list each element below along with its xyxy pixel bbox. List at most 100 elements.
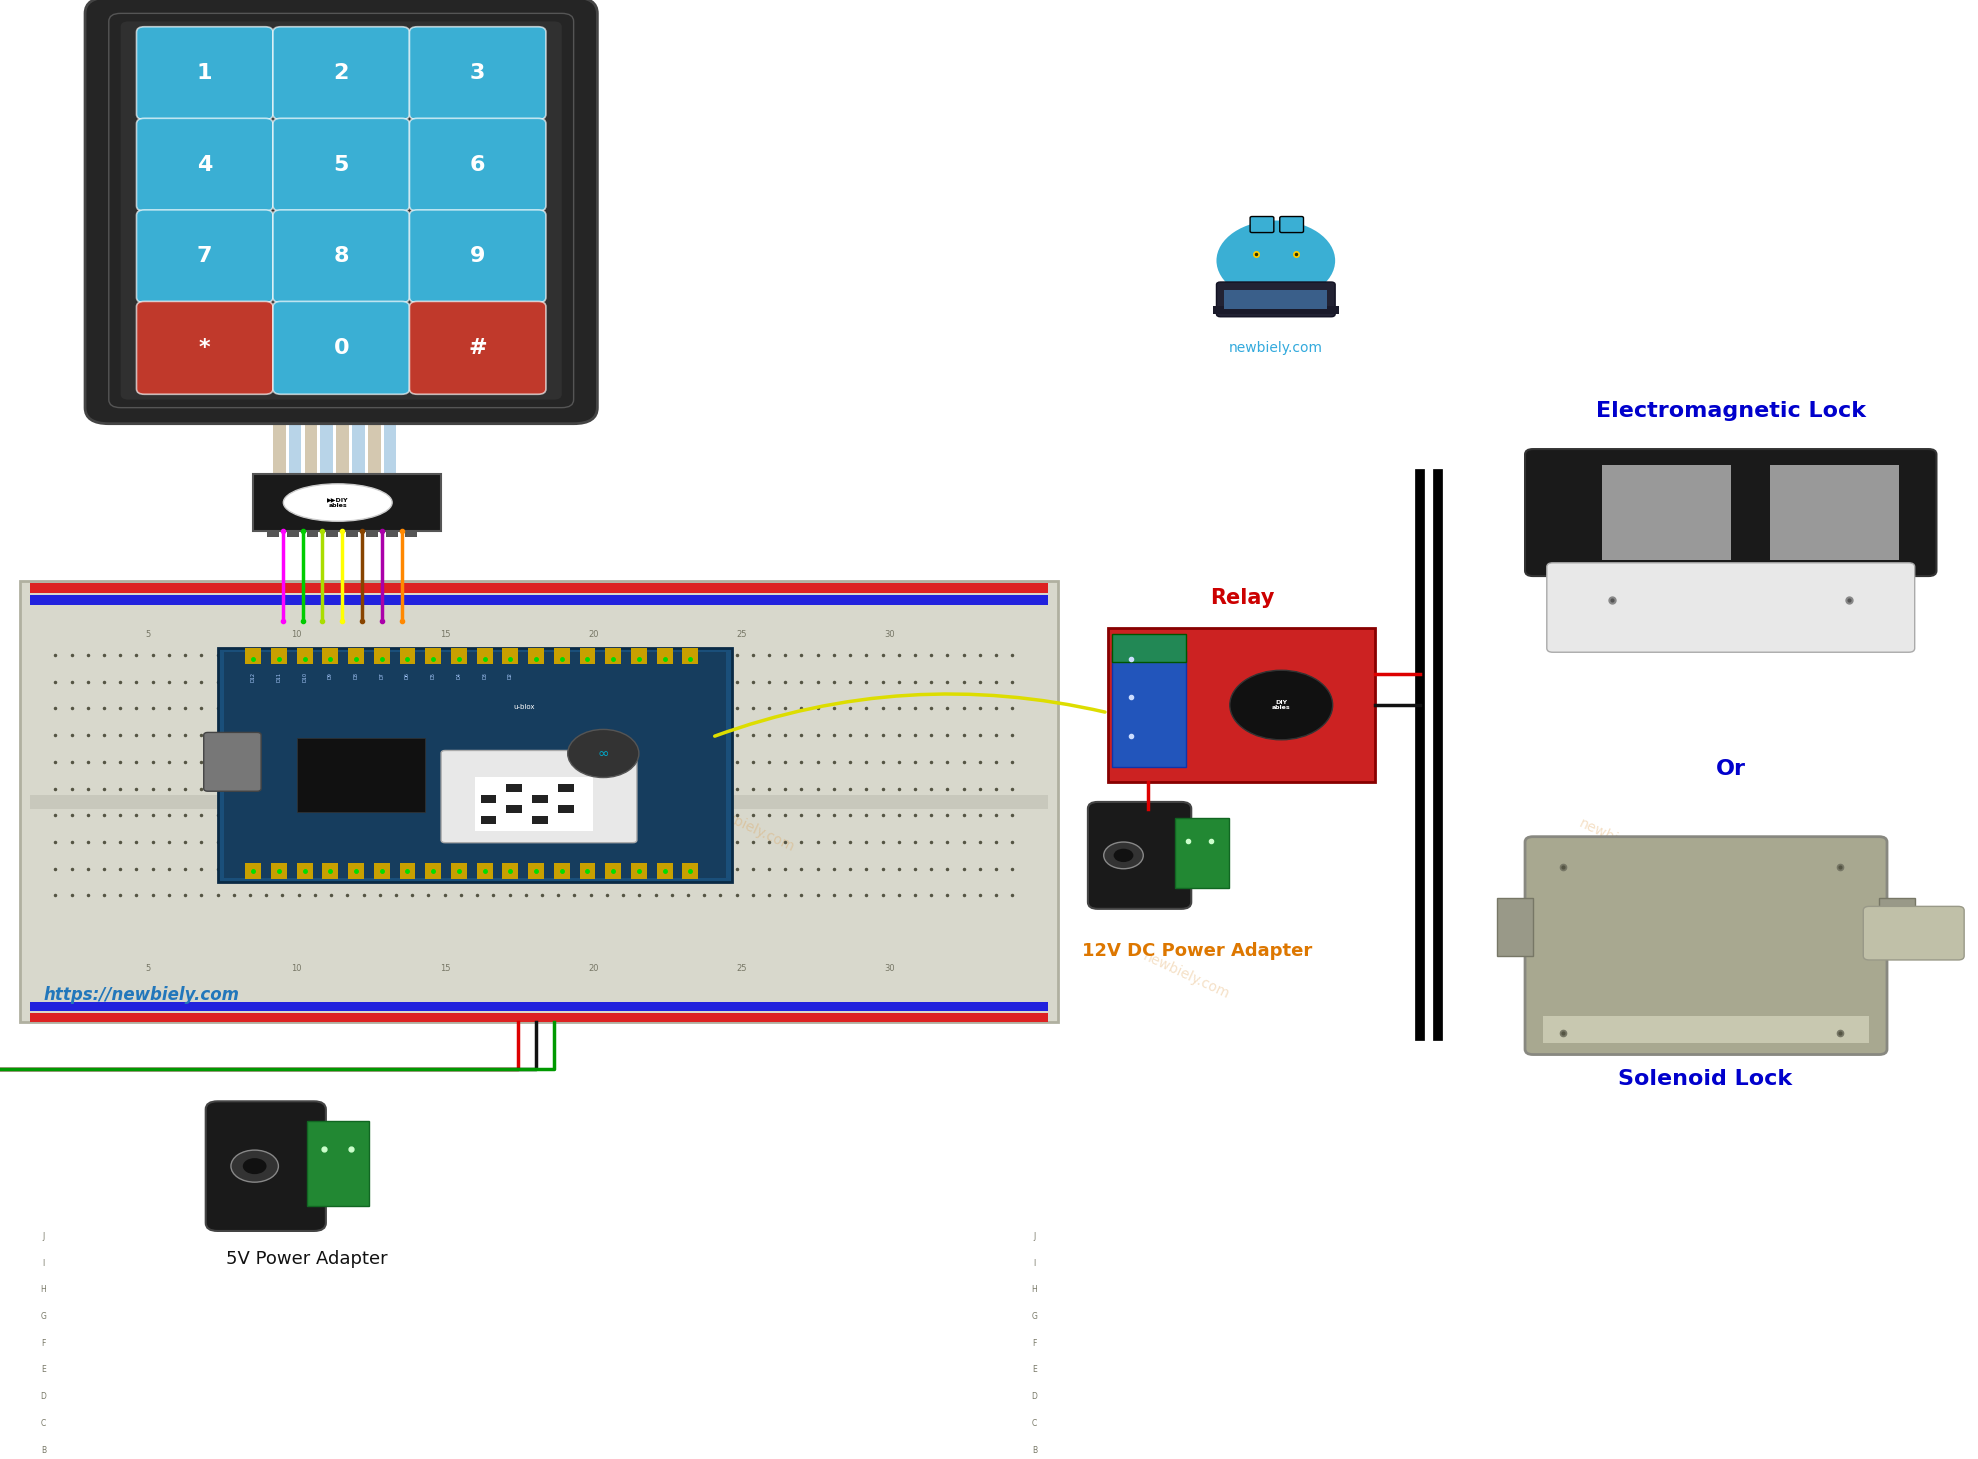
Bar [1770,465,1899,560]
Bar [477,864,493,880]
Text: J: J [1033,1231,1036,1240]
Bar [1224,290,1327,309]
Text: C: C [1033,1420,1036,1428]
FancyBboxPatch shape [1525,836,1887,1055]
Bar [336,407,348,479]
FancyBboxPatch shape [1547,563,1915,652]
Text: G: G [1033,1312,1036,1320]
Text: *: * [200,338,210,357]
Ellipse shape [283,484,392,521]
Bar [322,864,338,880]
Text: DIY
ables: DIY ables [1272,700,1290,711]
Bar [224,652,726,878]
FancyBboxPatch shape [1280,216,1304,232]
Bar [532,795,548,802]
Text: F: F [42,1339,45,1348]
Bar [297,864,313,880]
Text: newbiely.com: newbiely.com [1141,950,1232,1002]
Text: 3: 3 [471,63,485,83]
Text: newbiely.com: newbiely.com [1228,340,1323,355]
Bar [400,864,415,880]
Bar [682,648,698,664]
FancyBboxPatch shape [409,118,546,212]
Text: 30: 30 [884,630,896,639]
Bar [558,783,574,792]
Bar [273,407,285,479]
Text: D: D [1033,1392,1036,1401]
FancyBboxPatch shape [273,302,409,394]
Text: 25: 25 [736,964,748,973]
Text: 30: 30 [884,964,896,973]
Bar [30,584,1048,592]
Bar [425,648,441,664]
Bar [1602,465,1731,560]
Text: newbiely.com: newbiely.com [706,802,797,855]
Text: H: H [1033,1285,1036,1294]
Bar [502,648,518,664]
Bar [267,527,279,537]
Bar [30,795,1048,808]
Text: D8: D8 [354,673,358,678]
Bar [271,864,287,880]
Bar [30,595,1048,605]
Text: 1: 1 [198,63,212,83]
Bar [425,864,441,880]
Text: D10: D10 [303,673,307,683]
Bar [400,648,415,664]
Bar [528,648,544,664]
Bar [289,407,301,479]
Bar [405,527,417,537]
Bar [1213,306,1339,314]
Bar [322,648,338,664]
Bar [384,407,396,479]
FancyBboxPatch shape [136,26,273,120]
FancyBboxPatch shape [409,210,546,302]
Circle shape [568,730,639,778]
FancyBboxPatch shape [1088,802,1191,909]
FancyBboxPatch shape [441,750,637,843]
FancyBboxPatch shape [206,1102,326,1231]
Bar [1879,897,1915,956]
Bar [1543,1015,1869,1043]
Text: D5: D5 [431,673,435,678]
Bar [320,407,332,479]
FancyBboxPatch shape [85,0,597,423]
Bar [352,407,364,479]
Text: 15: 15 [439,630,451,639]
Bar [475,778,593,830]
Bar [682,864,698,880]
Text: 2: 2 [334,63,348,83]
Bar [245,648,261,664]
Text: D11: D11 [277,673,281,683]
Text: F: F [1033,1339,1036,1348]
Text: Solenoid Lock: Solenoid Lock [1618,1069,1792,1090]
FancyBboxPatch shape [1216,282,1335,317]
FancyBboxPatch shape [1250,216,1274,232]
Text: 10: 10 [291,630,303,639]
Circle shape [1114,849,1133,862]
Text: ∞: ∞ [597,747,609,760]
FancyBboxPatch shape [136,210,273,302]
Bar [30,1013,1048,1023]
Text: 8: 8 [334,247,348,267]
Bar [297,738,425,813]
Text: J: J [42,1231,45,1240]
Bar [368,407,380,479]
Text: I: I [42,1259,45,1268]
Bar [532,816,548,824]
Bar [558,805,574,813]
Text: D7: D7 [380,673,384,678]
Bar [605,648,621,664]
Bar [30,1002,1048,1011]
Text: 10: 10 [291,964,303,973]
Bar [374,864,390,880]
Bar [528,864,544,880]
Bar [271,648,287,664]
Bar [326,527,338,537]
Bar [297,648,313,664]
Bar [346,527,358,537]
Text: D12: D12 [251,673,255,683]
Bar [253,474,441,531]
Text: 4: 4 [198,155,212,175]
Bar [481,795,496,802]
